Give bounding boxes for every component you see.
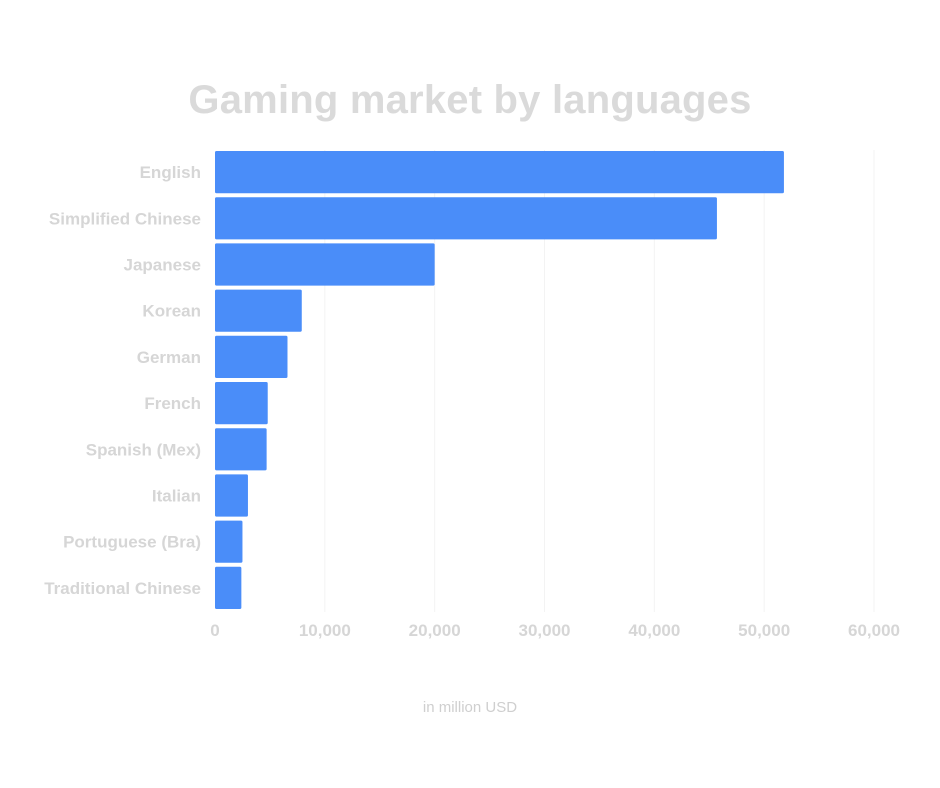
x-tick-label: 60,000 xyxy=(848,621,900,640)
x-tick-label: 0 xyxy=(210,621,219,640)
category-label: Traditional Chinese xyxy=(44,579,201,598)
x-axis-label: in million USD xyxy=(423,699,517,716)
category-label: Japanese xyxy=(124,256,202,275)
bar xyxy=(215,151,784,194)
category-label: Portuguese (Bra) xyxy=(63,533,201,552)
chart-title: Gaming market by languages xyxy=(188,78,752,122)
bar xyxy=(215,382,268,425)
category-label: French xyxy=(144,394,201,413)
category-label: Simplified Chinese xyxy=(49,209,201,228)
bar xyxy=(215,474,248,517)
category-labels: English Simplified Chinese Japanese Korean G… xyxy=(44,163,201,598)
bars xyxy=(215,151,784,609)
bar xyxy=(215,520,243,563)
bar xyxy=(215,566,242,609)
bar xyxy=(215,243,435,286)
x-tick-label: 40,000 xyxy=(628,621,680,640)
x-tick-label: 20,000 xyxy=(409,621,461,640)
bar xyxy=(215,335,288,378)
x-tick-label: 30,000 xyxy=(519,621,571,640)
x-axis-ticks: 0 10,000 20,000 30,000 40,000 50,000 60,000 xyxy=(210,621,900,640)
category-label: German xyxy=(137,348,201,367)
category-label: Italian xyxy=(152,487,201,506)
bar xyxy=(215,289,302,332)
x-tick-label: 10,000 xyxy=(299,621,351,640)
category-label: English xyxy=(140,163,201,182)
bar xyxy=(215,197,717,240)
category-label: Korean xyxy=(142,302,201,321)
bar xyxy=(215,428,267,471)
x-tick-label: 50,000 xyxy=(738,621,790,640)
category-label: Spanish (Mex) xyxy=(86,440,201,459)
